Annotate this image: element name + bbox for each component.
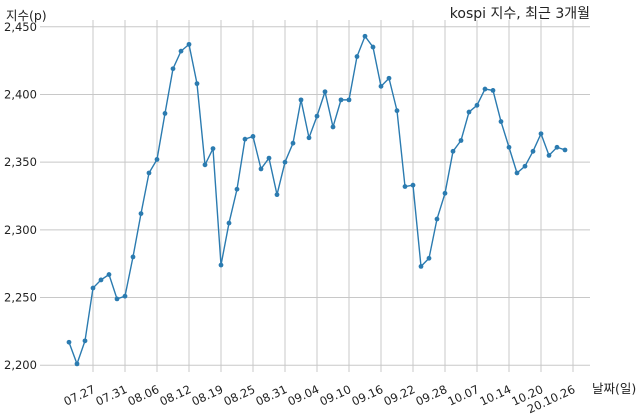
x-tick-label: 10.14: [477, 382, 513, 409]
data-point: [210, 146, 216, 152]
data-point: [66, 339, 72, 345]
x-tick-label: 08.06: [125, 382, 161, 409]
data-point: [82, 338, 88, 344]
data-point: [530, 148, 536, 154]
data-point: [314, 113, 320, 119]
data-point: [138, 211, 144, 217]
data-point: [98, 277, 104, 283]
data-point: [442, 190, 448, 196]
y-tick-label: 2,300: [4, 223, 37, 237]
data-point: [186, 41, 192, 47]
data-point: [178, 48, 184, 54]
data-point: [250, 134, 256, 139]
x-tick-label: 09.28: [413, 382, 449, 409]
data-point: [130, 254, 136, 260]
data-point: [354, 54, 360, 59]
data-point: [274, 192, 280, 198]
y-tick-label: 2,250: [4, 291, 37, 305]
data-point: [434, 216, 440, 222]
data-point: [482, 86, 488, 92]
chart-title: kospi 지수, 최근 3개월: [450, 6, 590, 22]
data-point: [394, 108, 400, 114]
data-point: [346, 97, 352, 103]
data-point: [458, 138, 464, 143]
data-point: [306, 135, 312, 141]
x-tick-label: 08.19: [189, 382, 225, 409]
data-point: [522, 163, 528, 169]
axis-ticks: 2,200 2,250 2,300 2,350 2,400 2,450 07.2707.31…: [4, 20, 577, 417]
data-point: [410, 182, 416, 188]
data-point: [146, 170, 152, 176]
data-point: [538, 131, 544, 137]
data-point: [266, 155, 272, 161]
data-point: [506, 144, 512, 150]
grid: [40, 20, 590, 372]
data-point: [514, 170, 520, 176]
data-point: [218, 262, 224, 268]
data-point: [154, 157, 160, 162]
x-tick-label: 10.07: [445, 382, 481, 409]
data-point: [362, 33, 368, 39]
data-point: [226, 220, 232, 226]
data-point: [330, 124, 336, 130]
data-point: [202, 162, 208, 168]
data-point: [242, 136, 248, 142]
x-tick-label: 07.31: [93, 382, 129, 409]
y-axis-label: 지수(p): [6, 8, 47, 23]
data-point: [546, 152, 552, 158]
x-tick-label: 09.22: [381, 382, 417, 409]
x-tick-label: 08.12: [157, 382, 193, 409]
x-tick-label: 09.16: [349, 382, 385, 409]
data-point: [234, 186, 240, 192]
data-point: [338, 97, 344, 103]
data-point: [290, 140, 296, 146]
data-point: [370, 44, 376, 50]
data-points: [66, 33, 568, 367]
data-point: [194, 81, 200, 87]
data-point: [402, 184, 408, 189]
y-tick-label: 2,350: [4, 155, 37, 169]
data-point: [466, 109, 472, 115]
data-point: [474, 102, 480, 108]
data-point: [122, 293, 128, 299]
data-point: [162, 111, 168, 116]
data-point: [90, 285, 96, 291]
x-axis-label: 날짜(일): [592, 381, 636, 396]
data-point: [386, 75, 392, 81]
data-point: [114, 296, 120, 302]
data-point: [282, 159, 288, 165]
data-point: [170, 66, 176, 72]
data-point: [322, 89, 328, 95]
x-tick-label: 09.04: [285, 382, 321, 409]
data-point: [418, 264, 424, 269]
y-tick-label: 2,450: [4, 20, 37, 34]
data-point: [562, 147, 568, 153]
x-tick-label: 08.25: [221, 382, 257, 409]
data-point: [378, 83, 384, 89]
y-tick-label: 2,200: [4, 358, 37, 372]
data-point: [498, 119, 504, 124]
data-point: [106, 272, 112, 277]
data-point: [298, 97, 304, 103]
data-point: [450, 148, 456, 154]
data-point: [74, 361, 80, 367]
data-point: [490, 88, 496, 93]
x-tick-label: 09.10: [317, 382, 353, 409]
data-point: [554, 144, 560, 150]
y-tick-label: 2,400: [4, 87, 37, 101]
x-tick-label: 08.31: [253, 382, 289, 409]
data-point: [258, 166, 264, 172]
x-tick-label: 07.27: [61, 382, 97, 409]
data-point: [426, 255, 432, 261]
